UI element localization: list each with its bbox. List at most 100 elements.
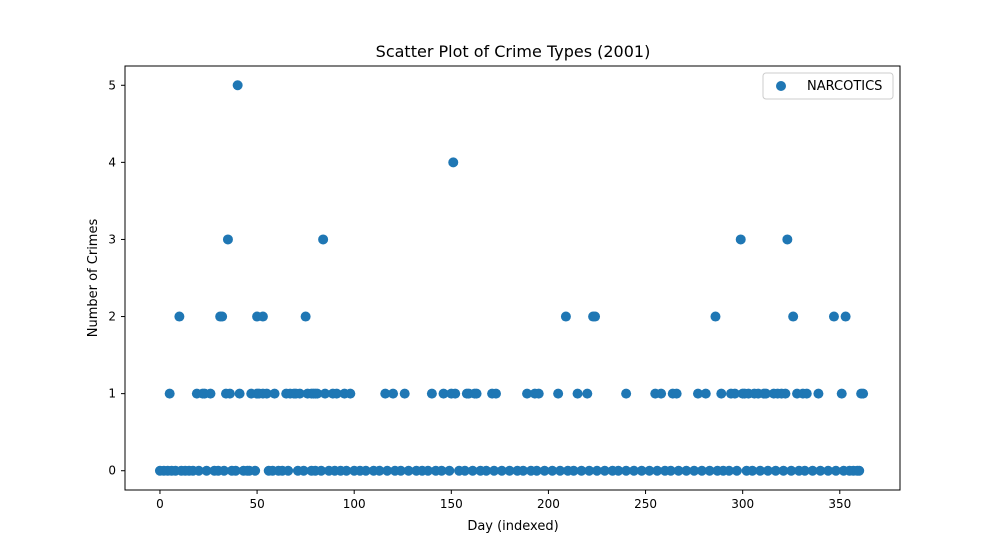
data-point (436, 465, 447, 476)
data-point (576, 465, 587, 476)
data-point (735, 234, 746, 245)
data-point (786, 465, 797, 476)
data-point (729, 388, 740, 399)
data-point (568, 465, 579, 476)
data-point (582, 388, 593, 399)
y-axis-ticks: 0 1 2 3 4 5 (108, 78, 125, 478)
x-tick-label: 100 (343, 497, 366, 511)
data-point (219, 465, 230, 476)
data-point (539, 465, 550, 476)
data-point (621, 465, 632, 476)
y-axis-label: Number of Crimes (86, 219, 101, 338)
data-point (533, 388, 544, 399)
data-point (755, 465, 766, 476)
data-point (496, 465, 507, 476)
data-point (388, 388, 399, 399)
y-tick-label: 0 (108, 464, 116, 478)
data-point (444, 465, 455, 476)
y-tick-label: 4 (108, 155, 116, 169)
data-point (836, 388, 847, 399)
data-point (459, 465, 470, 476)
x-tick-label: 0 (156, 497, 164, 511)
data-point (360, 465, 371, 476)
data-point (782, 234, 793, 245)
data-point (217, 311, 228, 322)
data-point (450, 388, 461, 399)
data-point (234, 388, 245, 399)
data-point (644, 465, 655, 476)
data-point (621, 388, 632, 399)
legend-marker (776, 81, 786, 91)
data-point (807, 465, 818, 476)
data-point (801, 388, 812, 399)
data-point (700, 388, 711, 399)
legend-box (762, 72, 894, 100)
data-point (522, 388, 533, 399)
data-point (555, 465, 566, 476)
data-point (560, 311, 571, 322)
data-point (380, 388, 391, 399)
data-point (448, 157, 459, 168)
x-tick-label: 150 (440, 497, 463, 511)
data-point (467, 465, 478, 476)
data-point (823, 465, 834, 476)
points-layer (154, 80, 869, 476)
data-point (164, 388, 175, 399)
data-point (341, 465, 352, 476)
data-point (854, 465, 865, 476)
x-tick-label: 200 (537, 497, 560, 511)
data-point (799, 465, 810, 476)
data-point (261, 388, 272, 399)
data-point (692, 388, 703, 399)
y-tick-label: 1 (108, 387, 116, 401)
data-point (481, 465, 492, 476)
data-point (294, 388, 305, 399)
data-point (724, 465, 735, 476)
data-point (232, 80, 243, 91)
x-tick-label: 50 (249, 497, 264, 511)
data-point (320, 388, 331, 399)
data-point (656, 388, 667, 399)
data-point (665, 465, 676, 476)
data-point (269, 388, 280, 399)
data-point (788, 311, 799, 322)
data-point (858, 388, 869, 399)
data-point (222, 234, 233, 245)
data-point (628, 465, 639, 476)
data-point (710, 311, 721, 322)
data-point (572, 388, 583, 399)
data-point (815, 465, 826, 476)
data-point (704, 465, 715, 476)
data-point (423, 465, 434, 476)
x-tick-label: 350 (828, 497, 851, 511)
data-point (300, 311, 311, 322)
y-tick-label: 2 (108, 310, 116, 324)
data-point (830, 465, 841, 476)
data-point (230, 465, 241, 476)
data-point (471, 388, 482, 399)
data-point (673, 465, 684, 476)
data-point (813, 388, 824, 399)
data-point (312, 388, 323, 399)
data-point (490, 388, 501, 399)
plot-frame (124, 65, 901, 491)
data-point (395, 465, 406, 476)
data-point (382, 465, 393, 476)
data-point (489, 465, 500, 476)
x-axis-label: Day (indexed) (467, 519, 558, 534)
data-point (257, 311, 268, 322)
data-point (652, 465, 663, 476)
data-point (828, 311, 839, 322)
data-point (438, 388, 449, 399)
data-point (426, 388, 437, 399)
data-point (770, 465, 781, 476)
data-point (762, 465, 773, 476)
x-tick-label: 300 (731, 497, 754, 511)
data-point (193, 465, 204, 476)
data-point (747, 465, 758, 476)
data-point (590, 311, 601, 322)
legend: NARCOTICS (762, 72, 894, 100)
data-point (716, 388, 727, 399)
data-point (760, 388, 771, 399)
